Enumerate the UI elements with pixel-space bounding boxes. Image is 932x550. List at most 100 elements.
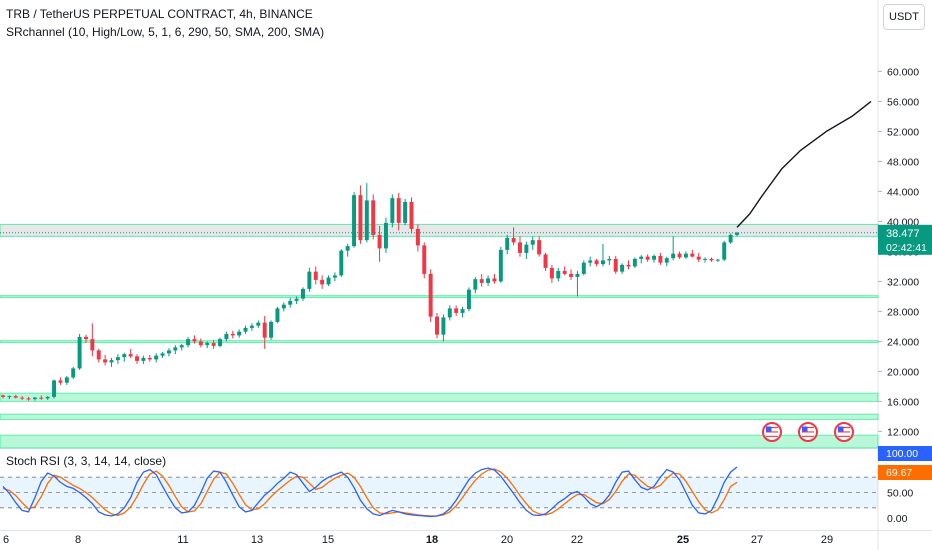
candle-body [332,275,337,278]
flag-stripe [766,431,778,433]
chart-title: TRB / TetherUS PERPETUAL CONTRACT, 4h, B… [6,7,313,21]
flag-stripe [802,427,814,429]
candle-body [71,368,76,378]
candle-body [275,308,280,322]
rsi-axis-label: 50.00 [887,488,913,500]
candle-body [632,258,637,267]
flag-stripe [838,427,850,429]
candle-body [230,333,235,336]
price-axis-label: 28.000 [887,306,919,318]
candle-body [7,396,12,398]
candle-body [179,345,184,348]
candle-body [294,298,299,301]
candle-body [128,354,133,357]
candle-body [313,271,318,280]
candle-body [45,396,50,399]
candle-body [492,278,497,282]
candle-body [320,279,325,285]
candle-body [537,240,542,255]
flag-canton [838,426,844,432]
candle-body [473,279,478,290]
time-axis-label: 29 [821,534,833,546]
flag-stripe [766,427,778,429]
candle-body [556,270,561,279]
indicator-label[interactable]: SRchannel (10, High/Low, 5, 1, 6, 290, 5… [6,25,325,39]
candle-body [403,201,408,223]
candle-body [543,254,548,268]
candle-body [160,353,165,356]
candle-body [709,258,714,261]
candle-body [339,250,344,276]
price-axis-label: 12.000 [887,426,919,438]
candle-body [683,253,688,258]
candle-body [166,350,171,354]
time-axis-label: 8 [75,534,81,546]
candle-body [524,244,529,253]
candle-body [26,398,31,400]
candle-body [588,260,593,263]
candle-body [122,354,127,358]
candle-body [109,360,114,363]
candle-body [307,271,312,289]
time-axis-label: 18 [426,534,438,546]
stoch-rsi-label[interactable]: Stoch RSI (3, 3, 14, 14, close) [6,454,167,468]
candle-body [690,253,695,257]
currency-button[interactable]: USDT [883,4,925,30]
candle-body [224,333,229,340]
flag-stripe [802,431,814,433]
time-axis-label: 15 [322,534,334,546]
candle-body [186,339,191,346]
time-axis-label: 6 [3,534,9,546]
candle-body [696,256,701,260]
candle-body [460,309,465,313]
candle-body [249,325,254,328]
sr-channel-zone [0,413,879,420]
sr-channel-zone [0,223,879,237]
price-badge-bg [878,224,932,255]
candle-body [90,339,95,351]
candle-body [415,228,420,246]
us-flag-icon[interactable] [798,422,818,442]
candle-body [154,355,159,360]
candle-body [549,267,554,279]
candle-body [115,357,120,361]
candle-body [352,195,357,247]
candle-body [530,240,535,245]
candle-body [652,255,657,260]
candle-body [396,198,401,223]
candle-body [664,258,669,263]
stoch-rsi-d-line [2,468,738,517]
candle-body [83,336,88,340]
candle-body [626,264,631,267]
candle-body [192,339,197,342]
us-flag-icon[interactable] [834,422,854,442]
candle-body [486,278,491,283]
candle-body [173,347,178,351]
candle-body [77,336,82,369]
flag-canton [766,426,772,432]
rsi-k-value: 100.00 [886,448,918,460]
candle-body [715,259,720,261]
candle-body [281,304,286,309]
candle-body [581,262,586,274]
price-badge: 38.477 02:42:41 [878,224,932,255]
price-badge-value: 38.477 [886,228,920,240]
candle-body [594,260,599,265]
candles-group [1,183,739,401]
flag-canton [802,426,808,432]
candle-body [269,321,274,338]
candle-body [52,380,57,397]
us-flag-icon[interactable] [762,422,782,442]
candle-body [13,396,18,398]
candle-body [505,237,510,250]
candle-body [301,288,305,299]
flag-stripe [766,429,778,431]
candle-body [39,397,44,399]
candle-body [364,200,369,241]
candle-body [735,232,739,235]
price-axis-label: 60.000 [887,66,919,78]
candle-body [562,270,567,274]
candle-body [620,264,625,272]
price-badge-countdown: 02:42:41 [886,242,927,254]
